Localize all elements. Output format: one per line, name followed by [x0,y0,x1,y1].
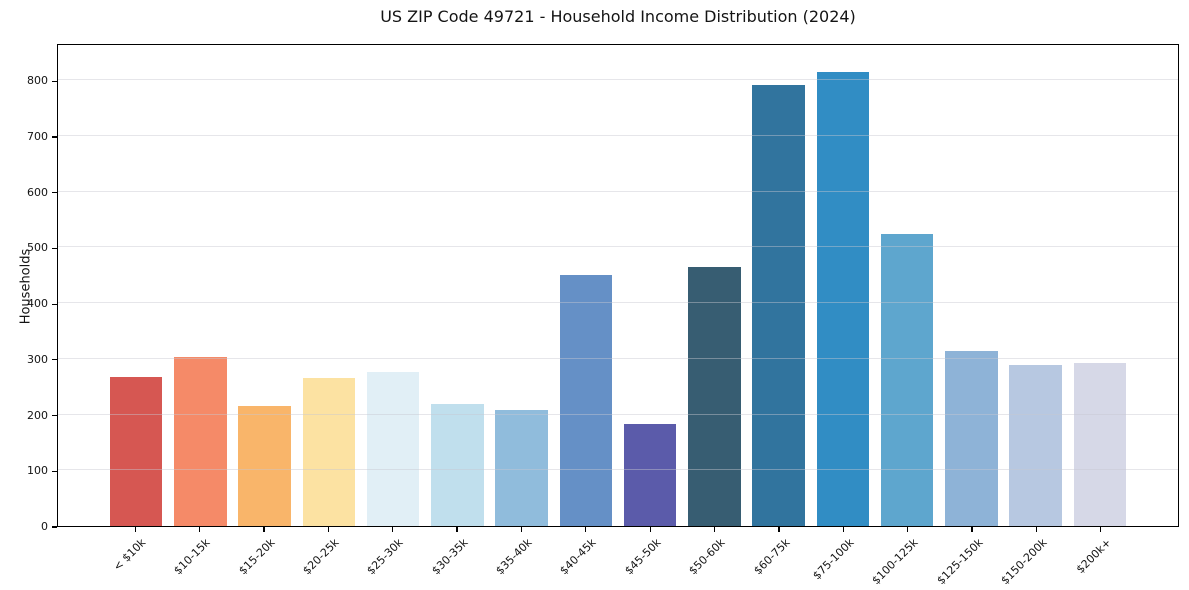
y-tick-label: 800 [27,74,48,88]
gridline [58,413,1178,415]
x-tick-mark [456,527,458,532]
bar-slot [875,45,939,526]
bar-$10-15k [174,356,227,526]
x-tick-mark [263,527,265,532]
x-tick-label: $125-150k [934,536,986,588]
gridline [58,469,1178,471]
bar-slot [104,45,168,526]
x-tick-label: $35-40k [493,536,535,578]
bar-slot [554,45,618,526]
y-tick-mark [52,359,57,361]
y-tick-mark [52,136,57,138]
bar-slot [233,45,297,526]
y-tick-mark [52,192,57,194]
x-tick-mark [907,527,909,532]
x-tick-label: $200k+ [1073,536,1115,577]
bar-slot [939,45,1003,526]
bar-$100-125k [880,234,934,526]
gridline [58,79,1178,81]
bars-layer [58,45,1178,526]
x-tick-mark [1035,527,1038,532]
bar-$30-35k [431,403,484,526]
bar-slot [168,45,232,526]
y-tick-label: 400 [27,297,48,311]
y-tick-mark [52,247,57,250]
bar-$125-150k [945,351,998,526]
x-tick-label: $15-20k [235,536,278,578]
x-tick-mark [971,527,973,532]
bar-slot [1004,45,1068,526]
y-tick-label: 600 [27,185,48,199]
x-tick-label: $75-100k [810,536,857,583]
bar-slot [425,45,489,526]
x-tick-mark [327,527,329,532]
bar-slot [747,45,811,526]
y-tick-label: 100 [27,464,48,478]
x-tick-label: $50-60k [686,536,728,578]
x-tick-mark [1100,527,1102,532]
y-tick-mark [52,303,57,305]
x-tick-label: $20-25k [300,536,342,578]
x-tick-label: $40-45k [557,536,600,578]
y-tick-label: 700 [27,130,48,144]
x-tick-mark [392,527,394,532]
bar-$25-30k [366,371,420,526]
bar-$200k+ [1073,363,1127,526]
x-tick-mark [585,527,587,532]
bar-$75-100k [816,72,870,526]
y-tick-mark [52,470,57,472]
x-tick-label: $25-30k [364,536,406,578]
bar-slot [361,45,425,526]
gridline [58,246,1178,248]
bar-slot [682,45,746,526]
x-tick-mark [520,527,523,532]
x-tick-mark [713,527,716,532]
x-tick-mark [649,527,651,532]
bar-$50-60k [688,266,741,526]
gridline [58,135,1178,137]
x-tick-mark [778,527,780,532]
bar-$45-50k [623,424,677,526]
x-tick-label: < $10k [110,536,149,574]
x-tick-label: $100-125k [869,536,921,588]
gridline [58,357,1178,359]
x-tick-mark [134,527,136,532]
y-tick-label: 500 [27,241,48,255]
x-tick-mark [842,527,844,532]
bar-slot [1068,45,1132,526]
y-tick-mark [52,80,57,82]
plot-area [57,44,1179,527]
x-tick-label: $60-75k [750,536,793,578]
bar-slot [297,45,361,526]
bar-< $10k [109,377,163,526]
chart-title: US ZIP Code 49721 - Household Income Dis… [380,7,856,26]
bar-slot [490,45,554,526]
y-tick-label: 300 [27,352,48,366]
y-tick-mark [52,526,57,528]
y-tick-mark [52,414,57,417]
x-tick-label: $30-35k [428,536,471,578]
bar-$20-25k [302,378,356,526]
x-tick-label: $150-200k [998,536,1050,588]
gridline [58,302,1178,304]
x-tick-label: $45-50k [622,536,664,578]
bar-slot [618,45,682,526]
bar-$60-75k [752,84,805,526]
y-tick-label: 200 [27,408,48,422]
bar-$150-200k [1009,364,1062,526]
y-tick-label: 0 [41,520,48,533]
bar-slot [811,45,875,526]
bar-$40-45k [559,274,613,526]
bar-$15-20k [238,406,291,526]
gridline [58,190,1178,192]
x-tick-mark [198,527,201,532]
bar-$35-40k [495,409,548,526]
x-tick-label: $10-15k [171,536,213,578]
